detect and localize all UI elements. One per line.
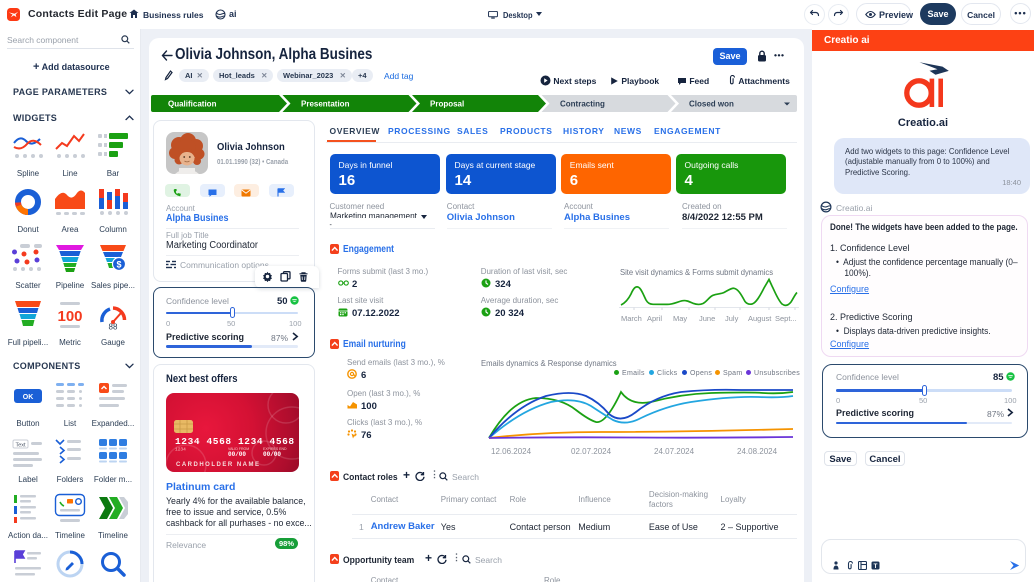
svg-text:1234 4568 1234 4568: 1234 4568 1234 4568 bbox=[175, 436, 295, 447]
svg-text:Closed won: Closed won bbox=[689, 100, 734, 109]
svg-text:Contracting: Contracting bbox=[560, 100, 605, 109]
svg-text:1234: 1234 bbox=[175, 447, 186, 453]
svg-text:100: 100 bbox=[57, 308, 82, 325]
svg-text:VALID FROM: VALID FROM bbox=[228, 447, 249, 451]
svg-text:Proposal: Proposal bbox=[430, 100, 464, 109]
svg-text:Qualification: Qualification bbox=[168, 100, 217, 109]
svg-text:T: T bbox=[874, 563, 878, 570]
svg-text:00/00: 00/00 bbox=[228, 451, 246, 458]
svg-text:OK: OK bbox=[23, 394, 34, 401]
svg-text:$: $ bbox=[116, 260, 121, 270]
svg-text:Text: Text bbox=[15, 443, 26, 449]
svg-text:CARDHOLDER NAME: CARDHOLDER NAME bbox=[176, 462, 261, 468]
svg-text:Presentation: Presentation bbox=[301, 100, 350, 109]
svg-text:EXPIRES END: EXPIRES END bbox=[263, 447, 287, 451]
svg-text:00/00: 00/00 bbox=[263, 451, 281, 458]
svg-text:88: 88 bbox=[109, 323, 118, 331]
